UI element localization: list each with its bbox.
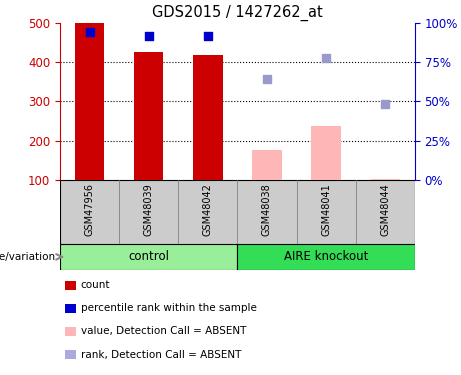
Bar	[311, 126, 341, 180]
Text: GSM48042: GSM48042	[203, 183, 213, 236]
Bar	[296, 180, 356, 244]
Text: rank, Detection Call = ABSENT: rank, Detection Call = ABSENT	[81, 350, 241, 360]
Bar	[65, 350, 76, 359]
Bar	[237, 180, 296, 244]
Text: GSM48039: GSM48039	[144, 183, 154, 236]
Bar	[75, 22, 104, 180]
Bar	[65, 280, 76, 290]
Bar	[60, 244, 237, 270]
Text: GSM48044: GSM48044	[380, 183, 390, 236]
Bar	[193, 55, 223, 180]
Bar	[252, 150, 282, 180]
Bar	[237, 244, 415, 270]
Text: GSM48041: GSM48041	[321, 183, 331, 236]
Text: GSM47956: GSM47956	[84, 183, 95, 236]
Bar	[119, 180, 178, 244]
Point	[145, 33, 152, 39]
Point	[263, 76, 271, 82]
Point	[86, 29, 93, 35]
Bar	[178, 180, 237, 244]
Bar	[60, 180, 119, 244]
Text: genotype/variation: genotype/variation	[0, 252, 55, 262]
Text: control: control	[128, 251, 169, 263]
Title: GDS2015 / 1427262_at: GDS2015 / 1427262_at	[152, 5, 323, 21]
Bar	[356, 180, 415, 244]
Point	[204, 33, 212, 39]
Text: GSM48038: GSM48038	[262, 183, 272, 236]
Bar	[65, 327, 76, 336]
Text: value, Detection Call = ABSENT: value, Detection Call = ABSENT	[81, 326, 246, 336]
Text: AIRE knockout: AIRE knockout	[284, 251, 368, 263]
Point	[322, 55, 330, 61]
Point	[382, 101, 389, 107]
Bar	[65, 304, 76, 313]
Text: percentile rank within the sample: percentile rank within the sample	[81, 303, 257, 313]
Text: count: count	[81, 280, 110, 290]
Bar	[371, 179, 400, 180]
Bar	[134, 52, 164, 180]
